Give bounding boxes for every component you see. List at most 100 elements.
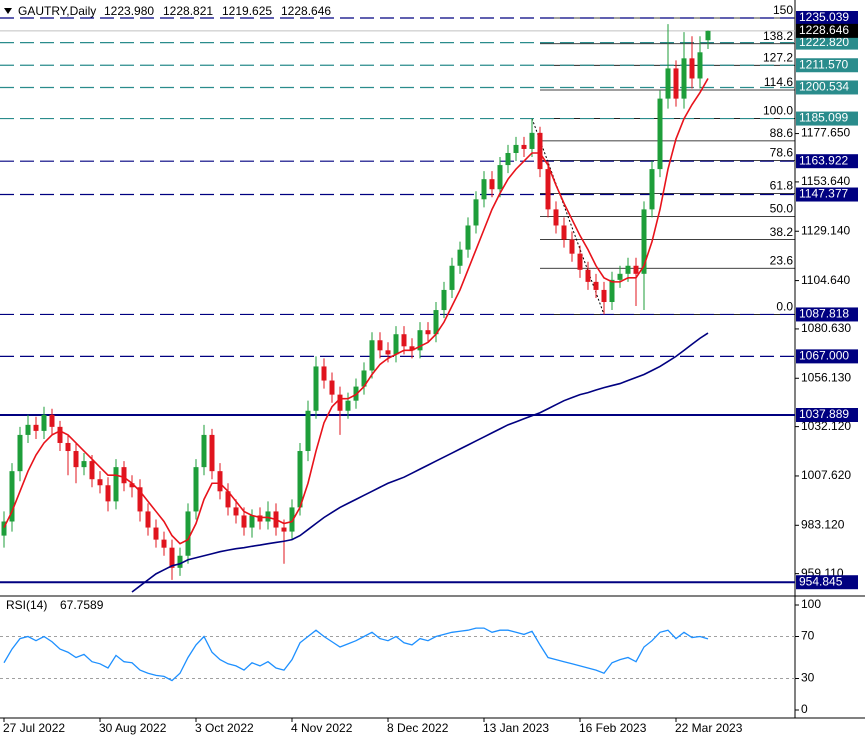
x-tick-label: 30 Aug 2022: [99, 721, 167, 735]
candle-body: [689, 58, 695, 79]
candle: [433, 302, 439, 343]
candle-body: [249, 515, 255, 528]
level-box: [796, 349, 858, 364]
x-tick-label: 16 Feb 2023: [579, 721, 647, 735]
x-tick-label: 22 Mar 2023: [675, 721, 743, 735]
candle-body: [649, 169, 655, 210]
candle: [409, 338, 415, 359]
candle-body: [345, 400, 351, 411]
candle-body: [57, 426, 63, 443]
candle-body: [553, 209, 559, 226]
current-box: [796, 23, 858, 38]
candle-body: [1, 521, 7, 536]
candle-body: [385, 350, 391, 355]
candle: [161, 531, 167, 556]
candle: [65, 434, 71, 476]
candle: [33, 416, 39, 439]
candle-body: [681, 58, 687, 99]
candle: [113, 459, 119, 510]
y-tick-label: 1080.630: [801, 321, 851, 335]
candle-body: [153, 527, 159, 540]
menu-triangle: [4, 8, 12, 14]
candle: [497, 157, 503, 198]
candle: [209, 428, 215, 480]
candle: [201, 424, 207, 476]
candle-body: [593, 281, 599, 290]
candle-body: [529, 132, 535, 149]
candle-body: [337, 394, 343, 411]
candle-body: [313, 366, 319, 411]
symbol: GAUTRY,Daily: [18, 4, 96, 18]
candle: [313, 356, 319, 419]
candle: [593, 273, 599, 298]
candle: [457, 241, 463, 274]
fib-label: 0.0: [776, 300, 793, 314]
y-tick-label: 1032.120: [801, 419, 851, 433]
candle-body: [9, 471, 15, 522]
rsi-last: 67.7589: [60, 598, 104, 612]
candle: [289, 499, 295, 540]
level-box: [796, 575, 858, 590]
candle: [297, 442, 303, 516]
candle: [361, 362, 367, 395]
candle-body: [417, 330, 423, 351]
candle: [561, 217, 567, 248]
level-label: 1211.570: [799, 57, 848, 71]
candle-body: [673, 68, 679, 99]
candle-body: [265, 511, 271, 522]
fib-label: 100.0: [763, 104, 793, 118]
level-label: 1147.377: [799, 187, 848, 201]
candle: [441, 281, 447, 319]
candle: [545, 161, 551, 218]
candle: [25, 414, 31, 443]
candle-body: [505, 152, 511, 166]
candle: [57, 420, 63, 452]
candle-body: [361, 370, 367, 387]
candle-body: [65, 442, 71, 452]
candle: [177, 547, 183, 576]
level-label: 1087.818: [799, 307, 849, 321]
fib-label: 61.8: [770, 179, 794, 193]
candle: [657, 90, 663, 178]
candle: [345, 392, 351, 419]
candle: [153, 519, 159, 548]
candle: [569, 231, 575, 262]
candle: [233, 499, 239, 524]
fib-label: 50.0: [770, 202, 794, 216]
current-label: 1228.646: [799, 23, 849, 37]
candle: [705, 30, 711, 50]
candle: [193, 459, 199, 520]
level-label: 1222.820: [799, 35, 849, 49]
candle-body: [281, 527, 287, 532]
y-tick-label: 0: [801, 702, 808, 716]
moving-average: [131, 332, 709, 593]
level-box: [796, 10, 858, 25]
level-label: 1037.889: [799, 407, 849, 421]
candle-body: [257, 515, 263, 522]
candle-body: [409, 346, 415, 351]
candle-body: [433, 310, 439, 335]
candle: [601, 281, 607, 315]
candle-body: [657, 98, 663, 170]
candle: [41, 406, 47, 439]
candle-body: [233, 507, 239, 516]
fib-label: 23.6: [770, 253, 794, 267]
rsi-line: [3, 627, 709, 682]
candle-body: [481, 179, 487, 200]
candle-body: [609, 279, 615, 303]
level-box: [796, 111, 858, 126]
candle-body: [641, 209, 647, 274]
candle-body: [577, 253, 583, 270]
candle-body: [177, 555, 183, 568]
candle: [81, 453, 87, 476]
moving-average: [3, 78, 709, 545]
candle-body: [513, 144, 519, 153]
y-tick-label: 1177.650: [801, 126, 850, 140]
candle: [473, 191, 479, 234]
candle: [217, 463, 223, 500]
candle: [129, 475, 135, 498]
fib-label: 78.6: [770, 146, 794, 160]
candle: [681, 32, 687, 109]
candle-body: [241, 515, 247, 528]
